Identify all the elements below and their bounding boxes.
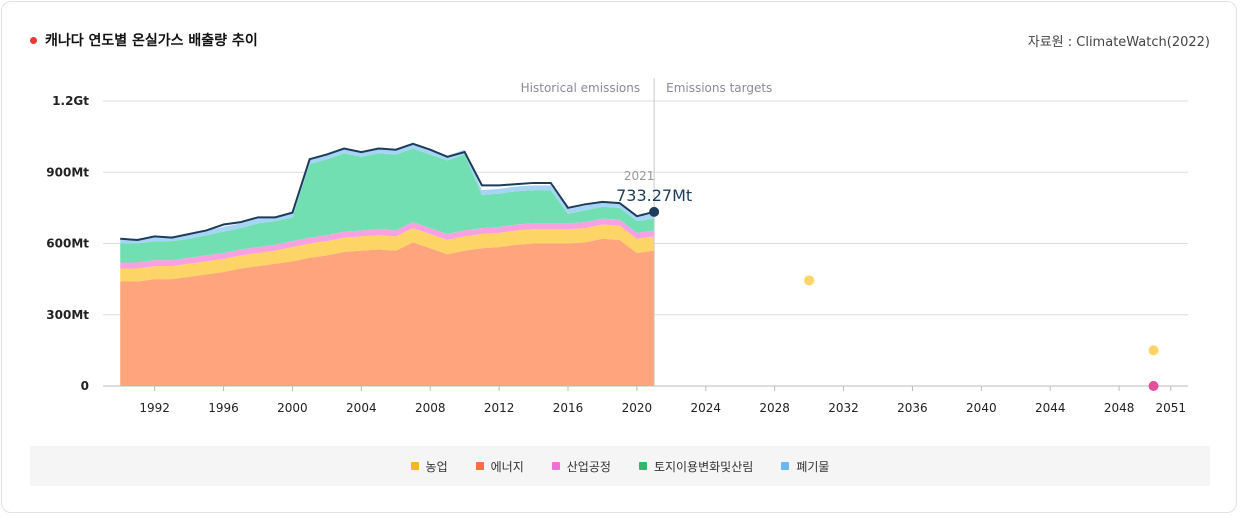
legend-item[interactable]: 에너지: [475, 458, 524, 475]
x-tick-label: 2032: [828, 401, 859, 415]
y-tick-label: 1.2Gt: [52, 94, 89, 108]
x-tick-label: 2000: [277, 401, 308, 415]
chart-title: 캐나다 연도별 온실가스 배출량 추이: [45, 33, 258, 49]
chart-legend: 농업 에너지 산업공정 토지이용변화및산림 폐기물: [30, 446, 1210, 486]
area-lulucf[interactable]: [120, 148, 655, 263]
highlight-point[interactable]: [649, 206, 660, 217]
chart-header: 캐나다 연도별 온실가스 배출량 추이: [30, 30, 258, 50]
area-agriculture[interactable]: [120, 224, 655, 282]
y-tick-label: 900Mt: [46, 165, 89, 179]
x-tick-label: 1992: [139, 401, 170, 415]
legend-item[interactable]: 산업공정: [551, 458, 611, 475]
x-tick-label: 2040: [966, 401, 997, 415]
y-tick-label: 600Mt: [46, 237, 89, 251]
legend-swatch-icon: [638, 462, 647, 470]
legend-swatch-icon: [781, 462, 790, 470]
legend-label: 에너지: [490, 459, 524, 474]
y-tick-label: 300Mt: [46, 308, 89, 322]
x-tick-label: 2004: [346, 401, 377, 415]
area-energy[interactable]: [120, 238, 655, 386]
target-point-2030[interactable]: [804, 275, 815, 286]
x-tick-label: 2020: [622, 401, 653, 415]
x-tick-label: 2036: [897, 401, 928, 415]
x-tick-label: 2051: [1156, 401, 1187, 415]
legend-item[interactable]: 농업: [410, 458, 448, 475]
target-point-2050[interactable]: [1148, 345, 1159, 356]
highlight-year-label: 2021: [624, 169, 655, 183]
legend-label: 토지이용변화및산림: [653, 459, 754, 474]
highlight-value-label: 733.27Mt: [616, 186, 692, 205]
x-tick-label: 2044: [1035, 401, 1066, 415]
x-tick-label: 2024: [691, 401, 722, 415]
x-tick-label: 2028: [759, 401, 790, 415]
x-tick-label: 2012: [484, 401, 515, 415]
legend-label: 폐기물: [796, 459, 830, 474]
legend-item[interactable]: 폐기물: [781, 458, 829, 475]
area-industry[interactable]: [120, 218, 655, 269]
total-emissions-line[interactable]: [120, 142, 655, 241]
legend-label: 농업: [425, 459, 448, 474]
legend-swatch-icon: [410, 462, 419, 470]
x-tick-label: 2008: [415, 401, 446, 415]
emissions-chart[interactable]: 0 300Mt 600Mt 900Mt 1.2Gt 1992 1996 2000 2004 200…: [0, 0, 1240, 446]
legend-swatch-icon: [475, 462, 484, 470]
title-bullet-icon: [30, 36, 37, 44]
x-tick-label: 2016: [553, 401, 584, 415]
x-tick-label: 2048: [1104, 401, 1135, 415]
x-tick-label: 1996: [208, 401, 239, 415]
data-source: 자료원 : ClimateWatch(2022): [1027, 35, 1210, 50]
legend-item[interactable]: 토지이용변화및산림: [638, 458, 754, 475]
target-point-2050[interactable]: [1148, 381, 1159, 391]
legend-label: 산업공정: [566, 459, 611, 474]
historical-emissions-label: Historical emissions: [521, 81, 640, 95]
emissions-targets-label: Emissions targets: [666, 81, 772, 95]
legend-swatch-icon: [551, 462, 560, 470]
y-tick-label: 0: [81, 379, 89, 393]
